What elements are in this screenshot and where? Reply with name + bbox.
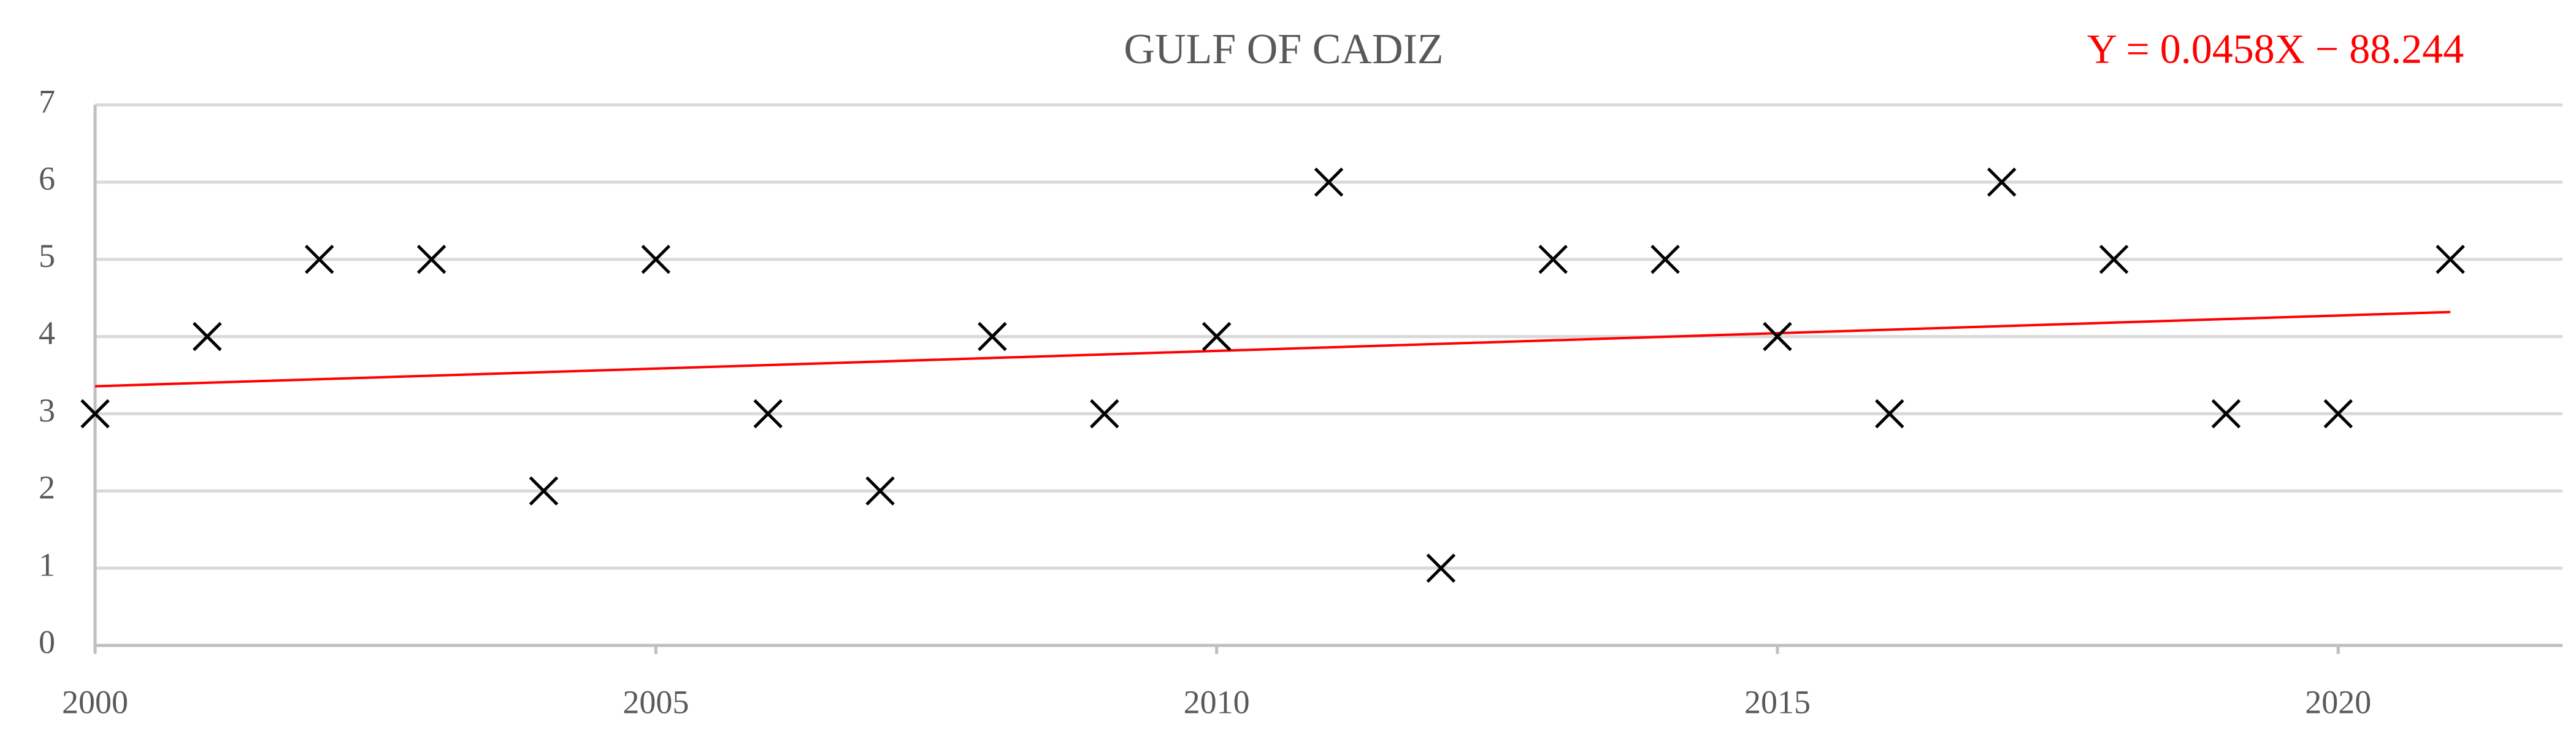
- point: [2211, 399, 2241, 429]
- x-tick-label: 2005: [623, 683, 689, 720]
- point: [641, 244, 671, 274]
- point: [2099, 244, 2129, 274]
- y-tick-label: 3: [39, 392, 55, 429]
- point: [416, 244, 447, 274]
- point: [1763, 321, 1792, 352]
- point: [1650, 244, 1680, 274]
- point: [753, 399, 783, 429]
- point: [978, 321, 1007, 352]
- point: [1090, 399, 1119, 429]
- y-tick-label: 4: [39, 315, 55, 352]
- point: [1875, 399, 1904, 429]
- point: [80, 399, 110, 429]
- chart-title: GULF OF CADIZ: [1124, 26, 1443, 73]
- trendline: [94, 310, 2451, 388]
- point: [1314, 167, 1344, 197]
- y-tick-label: 6: [39, 160, 55, 197]
- y-tick-label: 5: [39, 237, 55, 274]
- point: [2323, 399, 2353, 429]
- x-tick-label: 2020: [2305, 683, 2371, 720]
- point: [1426, 553, 1456, 583]
- point: [529, 476, 559, 506]
- point: [1202, 321, 1232, 352]
- y-tick-label: 1: [39, 547, 55, 583]
- y-tick-label: 7: [39, 83, 55, 120]
- point: [865, 476, 895, 506]
- trendline-equation: Y = 0.0458X − 88.244: [2087, 26, 2464, 72]
- point: [193, 321, 222, 352]
- point: [304, 244, 334, 274]
- x-tick-label: 2015: [1744, 683, 1811, 720]
- point: [1987, 167, 2017, 197]
- point: [2436, 244, 2465, 274]
- x-tick-label: 2000: [62, 683, 128, 720]
- point: [1538, 244, 1568, 274]
- x-tick-label: 2010: [1184, 683, 1250, 720]
- y-tick-label: 2: [39, 469, 55, 506]
- y-tick-label: 0: [39, 623, 55, 660]
